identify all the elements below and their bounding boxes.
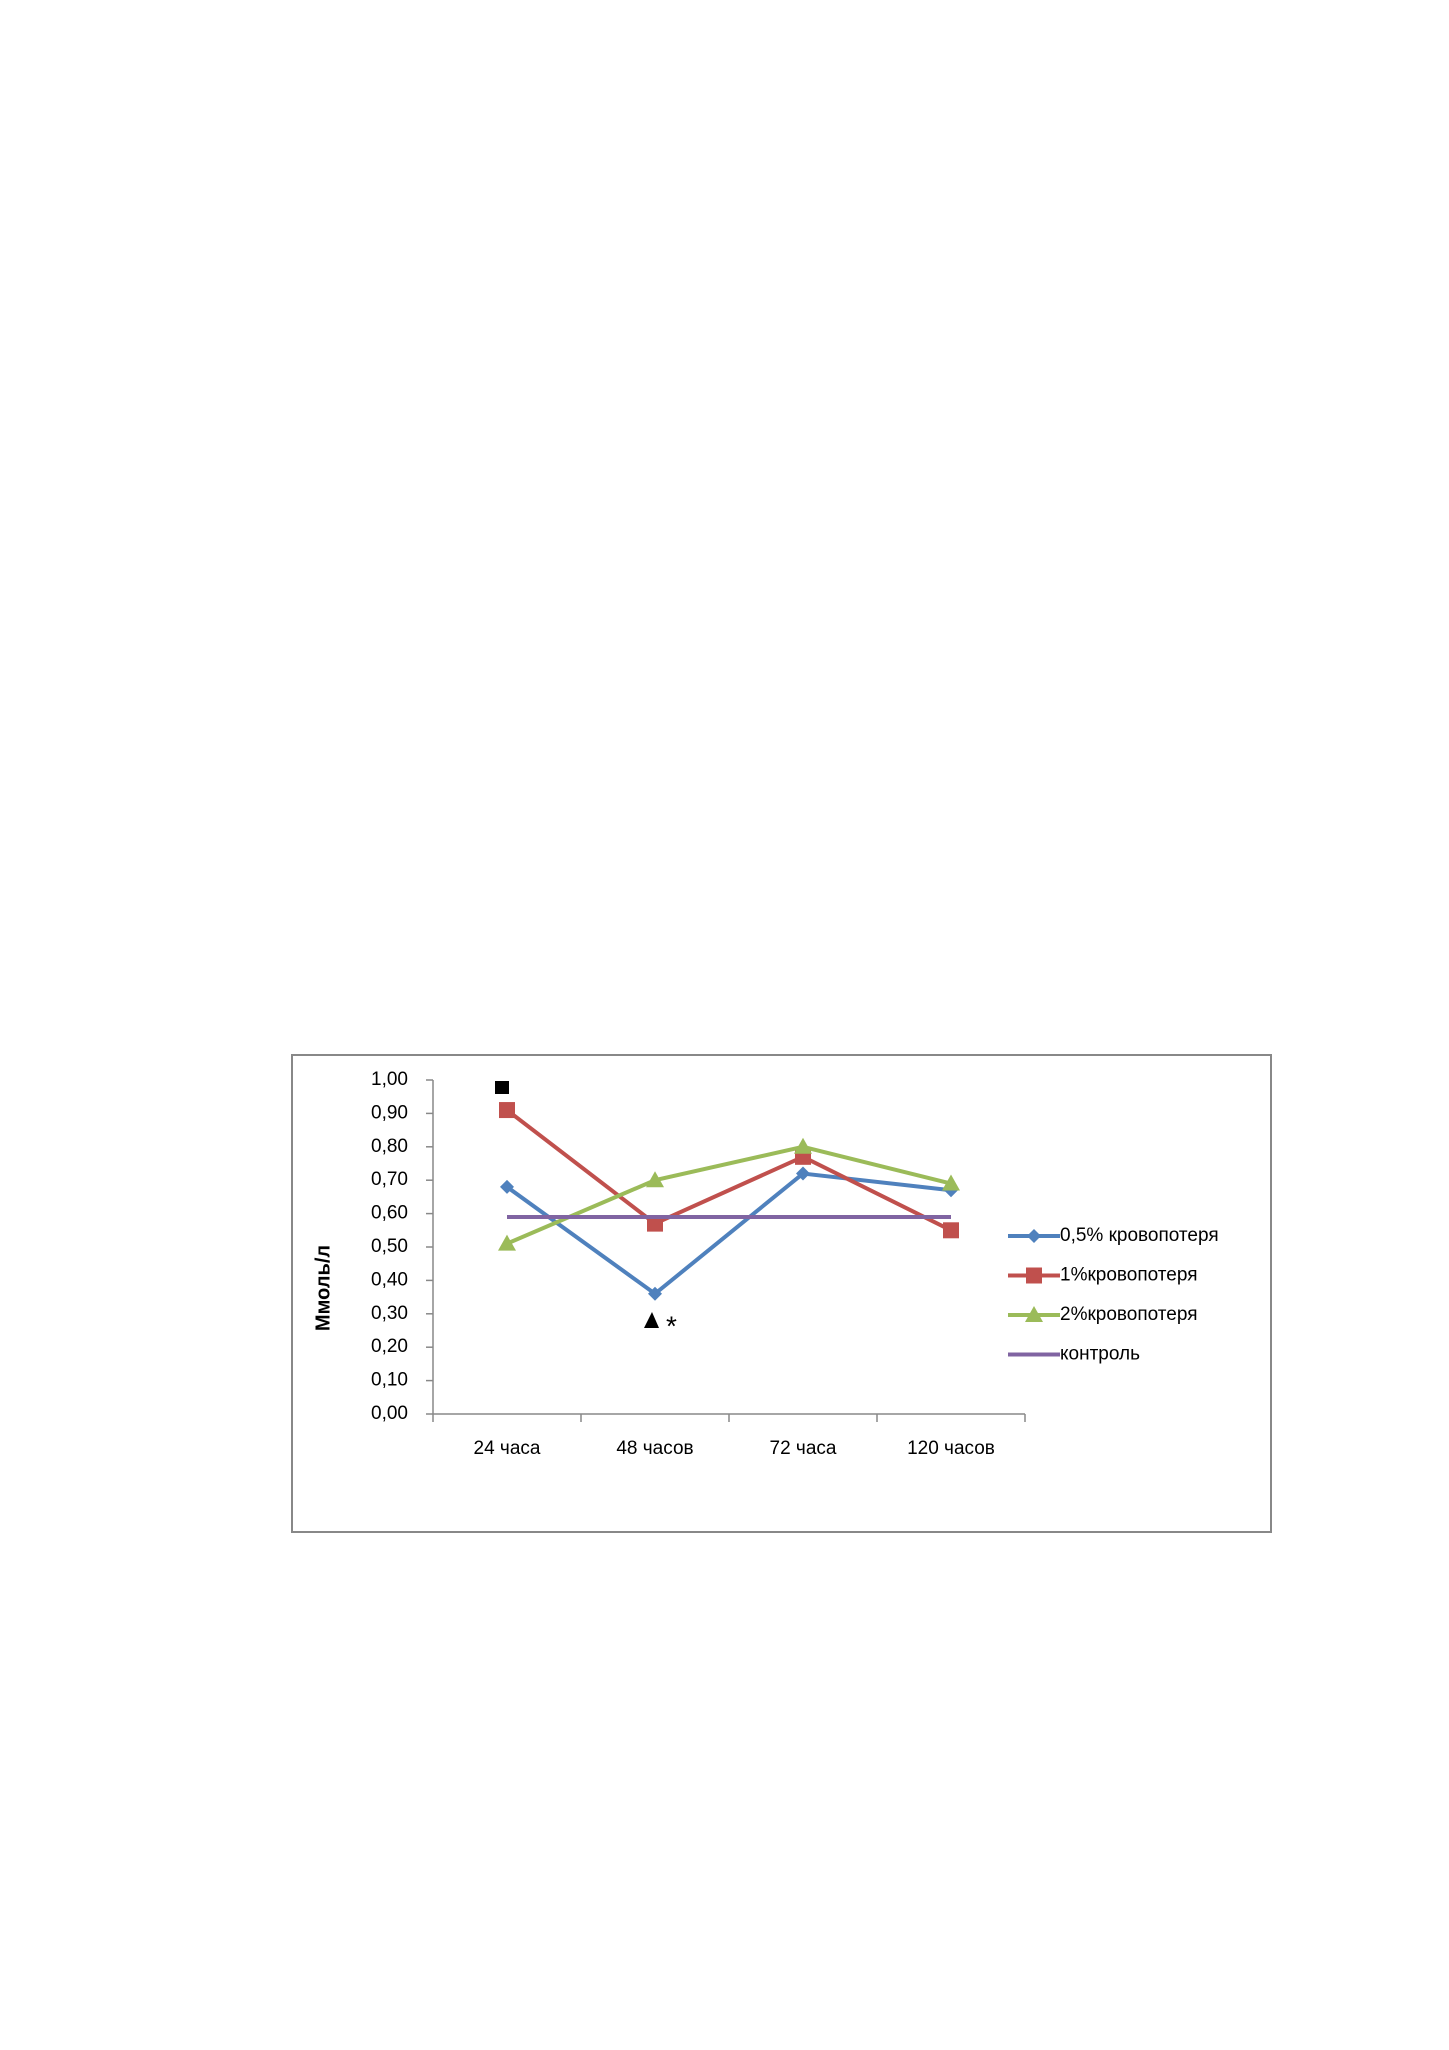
x-tick-label: 48 часов [616, 1438, 693, 1459]
diamond-marker [500, 1179, 514, 1194]
series-line [505, 1108, 952, 1233]
triangle-marker [646, 1171, 664, 1188]
y-tick-label: 0,20 [371, 1336, 408, 1357]
y-tick-label: 0,30 [371, 1303, 408, 1324]
square-marker [647, 1215, 663, 1232]
legend-label: 1%кровопотеря [1060, 1265, 1198, 1286]
x-tick-label: 72 часа [770, 1438, 837, 1459]
series-line [506, 1144, 952, 1246]
y-tick-label: 0,70 [371, 1169, 408, 1190]
chart-frame [291, 1054, 1272, 1533]
square-marker [1026, 1267, 1042, 1284]
legend-label: 0,5% кровопотеря [1060, 1225, 1219, 1246]
y-tick-label: 0,80 [371, 1136, 408, 1157]
y-tick-label: 1,00 [371, 1069, 408, 1090]
square-marker [943, 1222, 959, 1239]
legend-label: контроль [1060, 1344, 1140, 1365]
y-tick-label: 0,00 [371, 1403, 408, 1424]
diamond-marker [796, 1166, 810, 1181]
triangle-marker [498, 1234, 516, 1251]
significance-marker [644, 1312, 659, 1328]
x-tick-label: 120 часов [907, 1438, 995, 1459]
y-axis-label: Ммоль/л [312, 1245, 334, 1331]
y-tick-label: 0,10 [371, 1370, 408, 1391]
diamond-marker [648, 1286, 662, 1301]
y-tick-label: 0,40 [371, 1269, 408, 1290]
y-tick-label: 0,90 [371, 1102, 408, 1123]
series-line [505, 1171, 952, 1297]
square-marker [499, 1102, 515, 1119]
triangle-marker [794, 1137, 812, 1154]
significance-marker [495, 1081, 509, 1094]
x-tick-label: 24 часа [474, 1438, 541, 1459]
y-tick-label: 0,60 [371, 1203, 408, 1224]
annotation: * [666, 1310, 677, 1341]
triangle-marker [1025, 1306, 1043, 1322]
legend-label: 2%кровопотеря [1060, 1304, 1198, 1325]
diamond-marker [1027, 1229, 1041, 1243]
triangle-marker [942, 1174, 960, 1191]
y-tick-label: 0,50 [371, 1236, 408, 1257]
